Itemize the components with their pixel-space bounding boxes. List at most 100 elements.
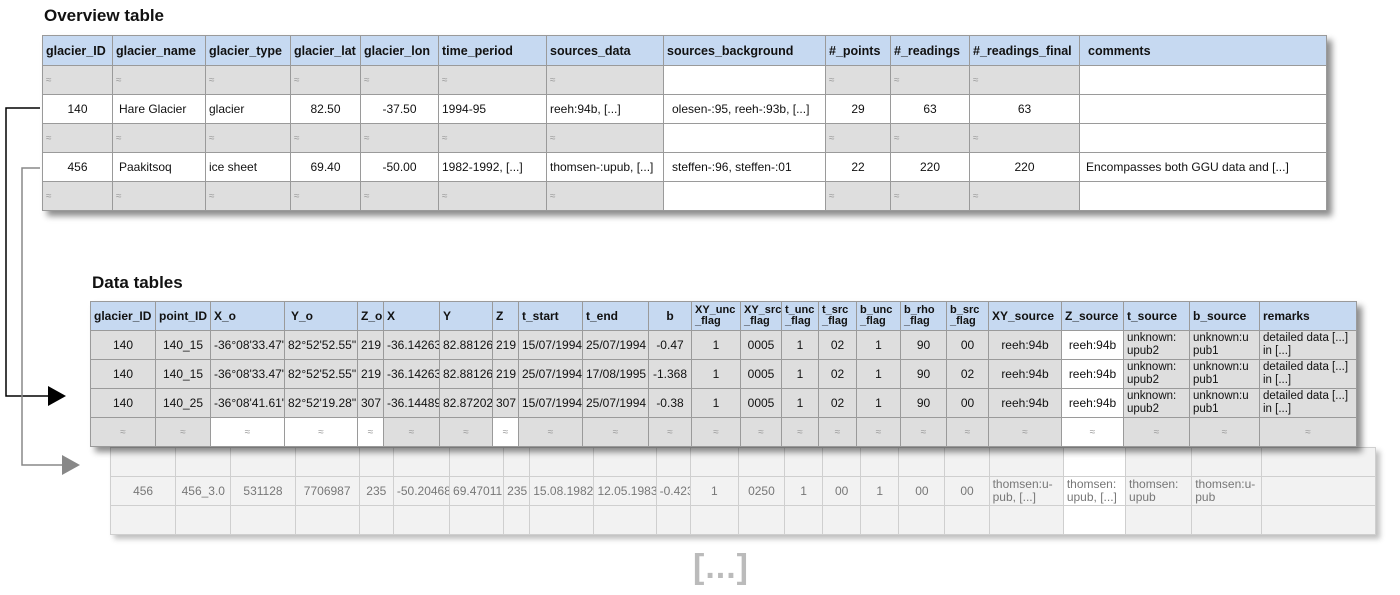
col-header: b_rho _flag [900, 301, 947, 331]
break-mark: ≈ [42, 181, 113, 211]
break-mark: ≈ [112, 181, 206, 211]
break-mark: ≈ [210, 417, 285, 447]
break-mark: ≈ [825, 123, 891, 153]
cell: 69.47011 [449, 476, 505, 506]
table-gap-row: ≈ ≈ ≈ ≈ ≈ ≈ ≈ ≈ ≈ ≈ [42, 181, 1327, 211]
cell: 1 [856, 330, 901, 360]
col-header: glacier_lat [290, 35, 361, 66]
cell: unknown: upub2 [1123, 388, 1190, 418]
break-mark: ≈ [155, 417, 211, 447]
cell: 82°52'52.55" [284, 330, 358, 360]
cell: 1 [856, 388, 901, 418]
col-header: t_unc _flag [781, 301, 819, 331]
break-mark: ≈ [582, 417, 649, 447]
cell: 1 [856, 359, 901, 389]
cell: 531128 [230, 476, 296, 506]
cell: 02 [946, 359, 989, 389]
cell: thomsen: upub, [...] [1062, 476, 1127, 506]
cell: 140_25 [155, 388, 211, 418]
cell: 219 [357, 330, 384, 360]
break-mark: ≈ [42, 123, 113, 153]
cell: 00 [822, 476, 862, 506]
break-mark: ≈ [969, 123, 1080, 153]
cell: unknown:u pub1 [1189, 330, 1260, 360]
cell: Encompasses both GGU data and [...] [1079, 152, 1327, 182]
cell: 15/07/1994 [518, 388, 583, 418]
table-row: 140 140_25 -36°08'41.61" 82°52'19.28" 30… [90, 388, 1357, 418]
col-header: #_readings_final [969, 35, 1080, 66]
cell: 140_15 [155, 330, 211, 360]
arrowhead-456-icon [62, 455, 80, 475]
cell: reeh:94b [988, 359, 1062, 389]
cell: 140 [90, 388, 156, 418]
cell: detailed data [...] in [...] [1259, 359, 1357, 389]
col-header: t_start [518, 301, 583, 331]
break-mark: ≈ [900, 417, 947, 447]
arrowhead-140-icon [48, 386, 66, 406]
cell: 0005 [740, 359, 782, 389]
cell: reeh:94b [988, 388, 1062, 418]
cell: -36°08'41.61" [210, 388, 285, 418]
cell: reeh:94b [1061, 330, 1124, 360]
overview-header-row: glacier_ID glacier_name glacier_type gla… [42, 35, 1327, 66]
cell: 220 [890, 152, 970, 182]
cell: 235 [503, 476, 531, 506]
break-mark: ≈ [438, 123, 547, 153]
col-header: b [648, 301, 692, 331]
cell: 00 [944, 476, 990, 506]
cell: ice sheet [205, 152, 291, 182]
cell: reeh:94b [1061, 388, 1124, 418]
cell: 7706987 [294, 476, 360, 506]
cell: detailed data [...] in [...] [1259, 388, 1357, 418]
col-header: b_unc _flag [856, 301, 901, 331]
cell: 1 [691, 388, 741, 418]
col-header: XY_source [988, 301, 1062, 331]
cell: 1 [781, 359, 819, 389]
cell: 17/08/1995 [582, 359, 649, 389]
cell: 1 [691, 359, 741, 389]
cell: unknown:u pub1 [1189, 359, 1260, 389]
col-header: t_source [1123, 301, 1190, 331]
col-header: glacier_name [112, 35, 206, 66]
cell: 0005 [740, 388, 782, 418]
cell: reeh:94b, [...] [546, 94, 664, 124]
cell: 219 [357, 359, 384, 389]
cell: glacier [205, 94, 291, 124]
cell: -36.14489 [383, 388, 440, 418]
cell [1079, 94, 1327, 124]
cell: 00 [898, 476, 946, 506]
break-mark: ≈ [648, 417, 692, 447]
cell: 220 [969, 152, 1080, 182]
col-header: point_ID [155, 301, 211, 331]
break-mark: ≈ [284, 417, 358, 447]
break-mark: ≈ [546, 181, 664, 211]
break-mark: ≈ [825, 65, 891, 95]
cell: unknown:u pub1 [1189, 388, 1260, 418]
cell: -0.47 [648, 330, 692, 360]
cell: 456 [42, 152, 113, 182]
cell: 219 [492, 359, 519, 389]
cell: unknown: upub2 [1123, 330, 1190, 360]
col-header: glacier_lon [360, 35, 439, 66]
cell: 82°52'52.55" [284, 359, 358, 389]
break-mark: ≈ [438, 65, 547, 95]
col-header: Z_source [1061, 301, 1124, 331]
cell: 456 [109, 476, 177, 506]
cell: 307 [492, 388, 519, 418]
break-mark: ≈ [360, 123, 439, 153]
cell: 02 [818, 388, 857, 418]
connector-140 [5, 107, 52, 397]
cell: 1 [781, 388, 819, 418]
cell: -36°08'33.47" [210, 330, 285, 360]
break-mark: ≈ [112, 65, 206, 95]
cell: thomsen: upub [1125, 476, 1193, 506]
overview-table: glacier_ID glacier_name glacier_type gla… [42, 35, 1327, 211]
col-header: Z [492, 301, 519, 331]
break-mark: ≈ [856, 417, 901, 447]
col-header: X [383, 301, 440, 331]
cell: 02 [818, 330, 857, 360]
table-gap-row [109, 505, 1376, 535]
col-header: b_src _flag [946, 301, 989, 331]
data-table-456: 456 456_3.0 531128 7706987 235 -50.20468… [109, 447, 1376, 535]
